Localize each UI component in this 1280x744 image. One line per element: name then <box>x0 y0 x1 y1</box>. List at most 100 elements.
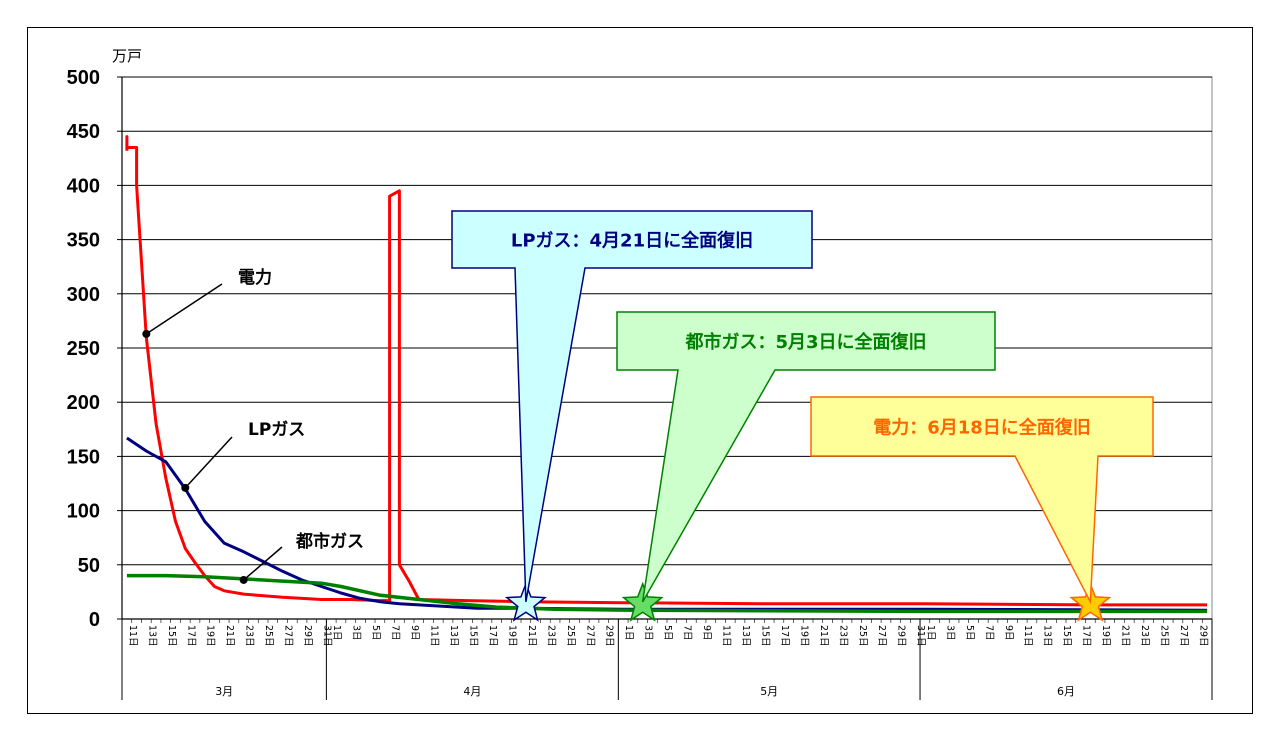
x-day-label: 3日 <box>643 625 654 641</box>
x-day-label: 31日 <box>915 625 926 647</box>
callout-lpgas: LPガス：4月21日に全面復旧 <box>451 210 813 602</box>
callout-shape <box>810 396 1154 605</box>
callout-text: 電力：6月18日に全面復旧 <box>873 417 1091 439</box>
series-lines <box>125 135 1208 614</box>
x-day-label: 21日 <box>224 625 235 647</box>
y-tick-label: 250 <box>67 338 100 360</box>
x-day-label: 3日 <box>944 625 955 641</box>
x-day-label: 21日 <box>818 625 829 647</box>
y-tick-label: 0 <box>89 609 100 631</box>
x-day-label: 15日 <box>166 625 177 647</box>
month-label: 5月 <box>760 685 778 698</box>
leader-line <box>243 546 283 581</box>
citygas-line <box>126 573 1208 614</box>
x-day-label: 13日 <box>146 625 157 647</box>
y-tick-label: 500 <box>67 67 100 89</box>
month-label: 6月 <box>1057 685 1075 698</box>
x-day-label: 25日 <box>263 625 274 647</box>
x-day-label: 29日 <box>604 625 615 647</box>
x-day-label: 19日 <box>1100 625 1111 647</box>
x-day-label: 11日 <box>127 625 138 647</box>
month-label: 3月 <box>215 685 233 698</box>
leader-dot <box>142 329 151 338</box>
label-power: 電力 <box>238 267 272 288</box>
y-tick-label: 450 <box>67 121 100 143</box>
x-day-label: 17日 <box>487 625 498 647</box>
x-day-label: 27日 <box>876 625 887 647</box>
y-tick-label: 150 <box>67 446 100 468</box>
y-axis: 0 50 100 150 200 250 300 350 400 450 500 万戸 <box>67 47 142 631</box>
y-tick-label: 200 <box>67 392 100 414</box>
x-day-label: 3日 <box>351 625 362 641</box>
x-day-label: 19日 <box>506 625 517 647</box>
x-day-label: 27日 <box>283 625 294 647</box>
callout-citygas: 都市ガス：5月3日に全面復旧 <box>616 311 996 603</box>
x-day-label: 15日 <box>759 625 770 647</box>
x-day-label: 11日 <box>721 625 732 647</box>
x-day-label: 1日 <box>925 625 936 641</box>
x-day-label: 7日 <box>682 625 693 641</box>
x-day-label: 25日 <box>565 625 576 647</box>
callout-shape <box>451 210 813 602</box>
callout-shape <box>616 311 996 603</box>
x-day-label: 17日 <box>1081 625 1092 647</box>
x-day-label: 5日 <box>370 625 381 641</box>
x-day-label: 7日 <box>983 625 994 641</box>
x-day-label: 19日 <box>798 625 809 647</box>
x-day-label: 25日 <box>857 625 868 647</box>
label-citygas: 都市ガス <box>295 531 364 552</box>
x-day-label: 9日 <box>409 625 420 641</box>
x-day-label: 15日 <box>1061 625 1072 647</box>
x-day-label: 23日 <box>545 625 556 647</box>
x-day-label: 13日 <box>448 625 459 647</box>
power-line <box>125 135 1208 607</box>
y-unit-label: 万戸 <box>112 47 142 65</box>
x-day-label: 23日 <box>1139 625 1150 647</box>
x-day-label: 21日 <box>1120 625 1131 647</box>
leader-line <box>145 283 223 335</box>
callouts: LPガス：4月21日に全面復旧都市ガス：5月3日に全面復旧電力：6月18日に全面… <box>451 210 1154 605</box>
x-day-label: 5日 <box>662 625 673 641</box>
x-day-label: 25日 <box>1158 625 1169 647</box>
label-lpgas: LPガス <box>248 420 305 440</box>
x-day-label: 21日 <box>526 625 537 647</box>
leader-line <box>184 436 233 489</box>
x-day-label: 9日 <box>701 625 712 641</box>
x-day-label: 23日 <box>837 625 848 647</box>
x-day-label: 11日 <box>429 625 440 647</box>
x-day-label: 23日 <box>244 625 255 647</box>
callout-text: LPガス：4月21日に全面復旧 <box>511 230 753 252</box>
x-day-label: 9日 <box>1003 625 1014 641</box>
x-day-label: 13日 <box>1042 625 1053 647</box>
callout-power: 電力：6月18日に全面復旧 <box>810 396 1154 605</box>
x-day-label: 1日 <box>623 625 634 641</box>
x-day-label: 17日 <box>185 625 196 647</box>
x-day-label: 5日 <box>964 625 975 641</box>
leader-dot <box>239 575 248 584</box>
x-day-label: 7日 <box>390 625 401 641</box>
y-tick-label: 50 <box>78 555 100 577</box>
y-tick-label: 350 <box>67 230 100 252</box>
x-day-label: 31日 <box>322 625 333 647</box>
y-tick-label: 100 <box>67 501 100 523</box>
y-tick-label: 300 <box>67 284 100 306</box>
x-day-label: 27日 <box>1178 625 1189 647</box>
x-day-label: 29日 <box>302 625 313 647</box>
x-day-label: 19日 <box>205 625 216 647</box>
x-day-label: 27日 <box>584 625 595 647</box>
x-day-label: 13日 <box>740 625 751 647</box>
x-day-label: 29日 <box>1197 625 1208 647</box>
month-label: 4月 <box>463 685 481 698</box>
x-day-label: 11日 <box>1022 625 1033 647</box>
y-tick-label: 400 <box>67 175 100 197</box>
leader-dot <box>181 483 190 492</box>
x-day-label: 29日 <box>896 625 907 647</box>
x-day-label: 1日 <box>331 625 342 641</box>
x-day-label: 15日 <box>467 625 478 647</box>
x-day-label: 17日 <box>779 625 790 647</box>
chart-frame <box>27 27 1253 714</box>
callout-text: 都市ガス：5月3日に全面復旧 <box>684 331 926 353</box>
